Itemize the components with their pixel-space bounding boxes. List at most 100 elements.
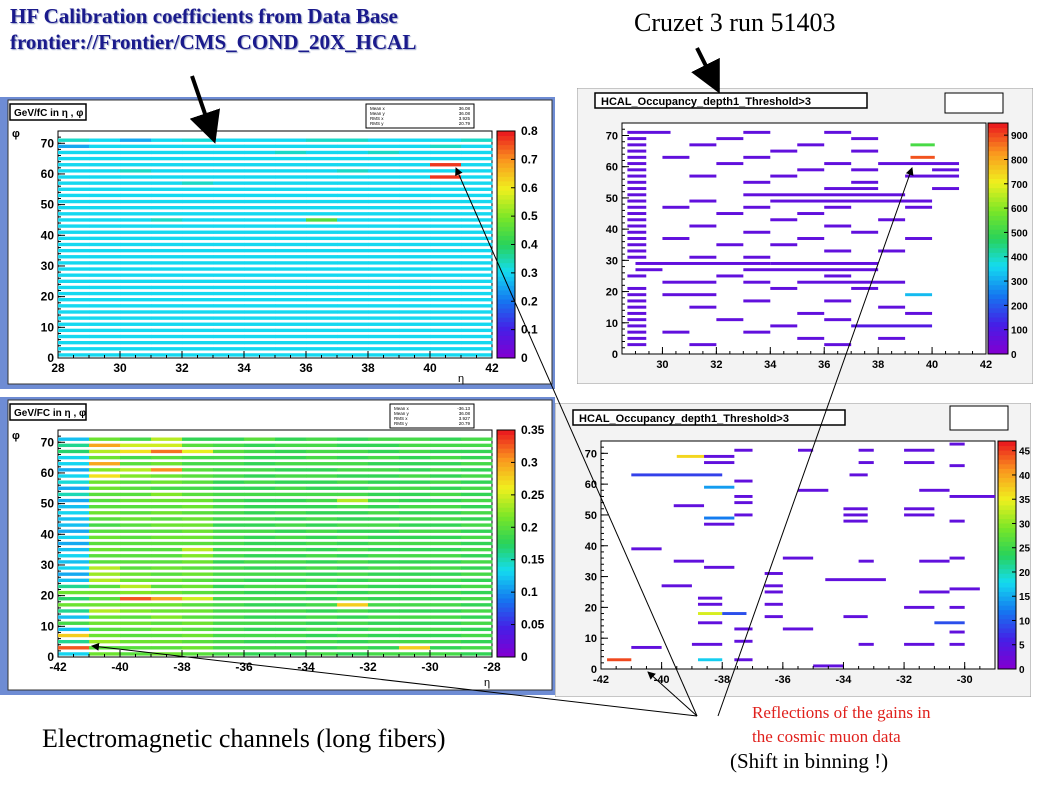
heatmap-cell xyxy=(306,298,338,302)
heatmap-cell xyxy=(151,535,183,540)
heatmap-cell xyxy=(368,584,400,589)
palette-swatch xyxy=(497,493,515,499)
heatmap-cell xyxy=(430,627,462,632)
heatmap-cell xyxy=(89,187,121,191)
heatmap-cell xyxy=(244,230,276,234)
occupancy-cell xyxy=(635,268,663,272)
palette-tick-label: 0 xyxy=(1011,350,1017,361)
palette-swatch xyxy=(497,221,515,227)
heatmap-cell xyxy=(151,468,183,472)
palette-swatch xyxy=(988,136,1008,142)
heatmap-cell xyxy=(306,193,338,198)
heatmap-cell xyxy=(306,603,338,607)
occupancy-cell xyxy=(878,162,960,166)
hist-title: HCAL_Occupancy_depth1_Threshold>3 xyxy=(579,413,789,425)
heatmap-cell xyxy=(461,578,493,582)
heatmap-cell xyxy=(213,572,245,576)
heatmap-cell xyxy=(368,206,400,210)
x-tick-label: 36 xyxy=(299,361,313,375)
heatmap-cell xyxy=(461,554,493,558)
palette-swatch xyxy=(497,258,515,264)
reflections-label-line2: the cosmic muon data xyxy=(752,727,901,746)
heatmap-cell xyxy=(213,138,245,142)
palette-swatch xyxy=(988,289,1008,295)
palette-tick-label: 0.8 xyxy=(521,124,538,138)
heatmap-cell xyxy=(120,298,152,302)
y-tick-label: 60 xyxy=(606,162,618,174)
heatmap-cell xyxy=(89,218,121,222)
heatmap-cell xyxy=(244,340,276,345)
heatmap-cell xyxy=(120,560,152,564)
palette-tick-label: 900 xyxy=(1011,131,1028,142)
heatmap-cell xyxy=(151,230,183,234)
heatmap-cell xyxy=(213,169,245,173)
heatmap-cell xyxy=(368,218,400,222)
heatmap-cell xyxy=(368,572,400,576)
occupancy-cell xyxy=(905,205,933,209)
occupancy-cell xyxy=(824,249,852,253)
palette-swatch xyxy=(998,504,1016,510)
heatmap-cell xyxy=(58,279,90,283)
heatmap-cell xyxy=(399,144,431,149)
heatmap-cell xyxy=(120,242,152,247)
occupancy-cell xyxy=(627,193,647,197)
heatmap-cell xyxy=(461,523,493,527)
heatmap-cell xyxy=(151,443,183,448)
heatmap-cell xyxy=(182,541,214,546)
heatmap-cell xyxy=(213,236,245,241)
heatmap-cell xyxy=(58,316,90,320)
heatmap-cell xyxy=(430,242,462,247)
heatmap-cell xyxy=(89,517,121,521)
occupancy-cell xyxy=(704,461,735,465)
x-tick-label: -28 xyxy=(483,660,501,674)
palette-tick-label: 500 xyxy=(1011,228,1028,239)
heatmap-cell xyxy=(275,584,307,589)
heatmap-cell xyxy=(182,230,214,234)
heatmap-cell xyxy=(275,462,307,466)
heatmap-cell xyxy=(58,609,90,613)
heatmap-cell xyxy=(89,334,121,339)
occupancy-cell xyxy=(697,602,723,606)
palette-swatch xyxy=(497,140,515,146)
heatmap-cell xyxy=(182,443,214,448)
heatmap-cell xyxy=(275,218,307,222)
occupancy-cell xyxy=(797,143,825,147)
heatmap-cell xyxy=(58,206,90,210)
palette-tick-label: 0.15 xyxy=(521,553,545,567)
heatmap-cell xyxy=(213,535,245,540)
heatmap-cell xyxy=(182,566,214,570)
occupancy-cell xyxy=(878,249,906,253)
palette-swatch xyxy=(497,570,515,576)
stats-value: 20.79 xyxy=(459,421,471,426)
heatmap-cell xyxy=(461,261,493,265)
occupancy-cell xyxy=(722,612,747,616)
heatmap-cell xyxy=(306,138,338,142)
heatmap-cell xyxy=(337,261,369,265)
heatmap-cell xyxy=(430,187,462,191)
heatmap-cell xyxy=(89,144,121,149)
heatmap-cell xyxy=(461,560,493,564)
palette-tick-label: 0.4 xyxy=(521,238,538,252)
heatmap-cell xyxy=(275,437,307,441)
stats-value: 3.925 xyxy=(459,116,471,121)
heatmap-cell xyxy=(244,443,276,448)
occupancy-cell xyxy=(662,330,690,334)
y-tick-label: 30 xyxy=(606,255,618,267)
y-tick-label: 70 xyxy=(585,448,597,460)
plot-area xyxy=(621,122,987,355)
heatmap-cell xyxy=(151,455,183,460)
stats-key: Mean x xyxy=(394,406,410,411)
heatmap-cell xyxy=(275,328,307,333)
heatmap-cell xyxy=(244,316,276,320)
palette-swatch xyxy=(497,579,515,585)
heatmap-cell xyxy=(306,646,338,650)
palette-swatch xyxy=(998,500,1016,506)
heatmap-cell xyxy=(58,304,90,308)
heatmap-cell xyxy=(368,578,400,582)
heatmap-cell xyxy=(182,193,214,198)
heatmap-cell xyxy=(430,316,462,320)
heatmap-cell xyxy=(306,541,338,546)
heatmap-cell xyxy=(244,255,276,259)
occupancy-cell xyxy=(849,473,868,477)
